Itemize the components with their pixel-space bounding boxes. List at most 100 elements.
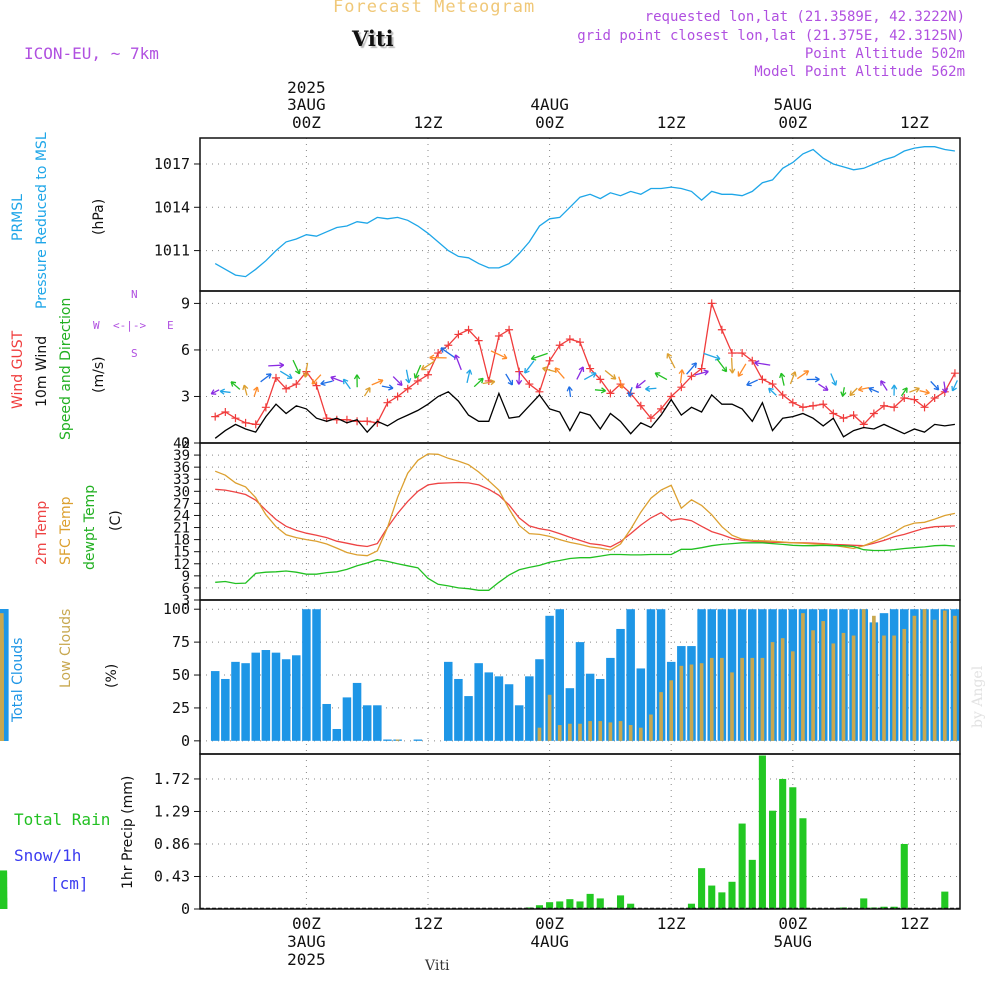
wind-arrow [666, 353, 676, 369]
wind-arrow-head [413, 373, 420, 379]
wind-arrow [230, 381, 241, 390]
low-cloud-bar [0, 685, 4, 741]
footer-station: Viti [425, 958, 450, 974]
low-cloud-bar [669, 680, 674, 741]
wind-arrow [454, 354, 462, 371]
low-cloud-bar [395, 739, 400, 741]
wind-arrow-head [478, 377, 484, 384]
wind-arrow-head [721, 366, 728, 373]
wind-arrow-head [388, 384, 394, 391]
low-cloud-bar [618, 721, 623, 741]
gust-marker [900, 394, 909, 403]
gust-marker [890, 403, 899, 412]
wind-arrow-head [242, 384, 249, 391]
low-cloud-bar [720, 657, 724, 741]
wind-arrow [243, 384, 248, 396]
compass-n: N [131, 288, 138, 301]
wind-arrow [414, 364, 422, 379]
ytick-label: 1011 [154, 242, 190, 260]
total-cloud-bar [362, 705, 372, 741]
wind-arrow [279, 370, 293, 379]
wind-arrow [490, 350, 508, 359]
top-axis-hour: 12Z [900, 113, 929, 132]
low-cloud-bar [861, 609, 866, 741]
gust-marker [525, 380, 534, 389]
gust-marker [687, 372, 696, 381]
wind-arrow-head [645, 385, 651, 392]
wind-arrow-head [507, 379, 514, 386]
gust-marker [363, 417, 372, 426]
bottom-axis-year: 2025 [287, 950, 326, 969]
wind-arrow-head [501, 353, 508, 360]
total-cloud-bar [231, 661, 240, 741]
bottom-axis-hour: 00Z [535, 914, 564, 933]
total-cloud-bar [606, 657, 615, 741]
ytick-label: 25 [172, 699, 190, 717]
total-cloud-bar [575, 642, 585, 741]
rain-bar [525, 907, 533, 909]
rain-bar [535, 905, 544, 909]
low-cloud-bar [892, 635, 896, 741]
wind-arrow [789, 371, 796, 385]
wind-arrow-head [618, 383, 625, 389]
ytick-label: 0 [181, 434, 190, 452]
rain-bar [890, 906, 898, 909]
gust-marker [464, 325, 473, 334]
low-cloud-bar [740, 657, 744, 741]
compass-w: W [93, 319, 100, 332]
rain-bar [738, 823, 746, 909]
total-cloud-bar [312, 609, 321, 741]
wind-arrow [604, 369, 617, 380]
gust-marker [586, 364, 595, 373]
wind-arrow [768, 387, 777, 396]
ytick-label: 0 [181, 732, 190, 750]
low-cloud-bar [568, 723, 572, 741]
wind-arrow [473, 377, 484, 388]
wind-arrow-head [429, 354, 435, 361]
wind-arrow-head [951, 385, 957, 392]
low-cloud-bar [821, 621, 826, 741]
total-cloud-bar [585, 673, 595, 741]
wind-arrow-head [914, 386, 920, 393]
low-cloud-bar [709, 657, 714, 741]
wind-arrow-head [405, 377, 412, 384]
total-cloud-bar [636, 668, 646, 741]
gust-marker [839, 414, 848, 423]
wind-arrow-head [754, 360, 760, 367]
gust-marker [606, 389, 615, 398]
rain-bar [779, 778, 787, 909]
wind-arrow-head [666, 352, 673, 359]
low-cloud-bar [872, 615, 876, 741]
rain-bar [718, 892, 726, 909]
gust-marker [251, 420, 260, 429]
wind-arrow-head [822, 385, 829, 391]
wind-arrow-head [803, 370, 810, 376]
top-axis-hour: 00Z [778, 113, 807, 132]
wind-arrow [554, 367, 565, 379]
rain-bar [799, 818, 807, 909]
low-cloud-bar [922, 609, 927, 741]
gust-marker [930, 394, 939, 403]
ytick-label: 75 [172, 633, 190, 651]
top-axis-hour: 12Z [414, 113, 443, 132]
total-cloud-bar [504, 684, 514, 741]
low-cloud-bar [770, 642, 775, 741]
wind-arrow [796, 370, 809, 380]
rain-bar [941, 891, 949, 909]
gust-marker [383, 398, 392, 407]
wind-arrow [730, 357, 734, 374]
gust-marker [292, 380, 301, 389]
ytick-label: 0.86 [154, 835, 190, 853]
ytick-label: 42 [173, 436, 190, 452]
gust-marker [646, 414, 655, 423]
wind-arrow [253, 386, 258, 397]
total-cloud-bar [281, 659, 291, 741]
wind-arrow-head [342, 378, 349, 385]
total-cloud-bar [0, 609, 9, 741]
gust-marker [768, 380, 777, 389]
rain-bar [616, 895, 625, 909]
wind-arrow-head [600, 387, 606, 394]
wind-arrow [392, 376, 403, 386]
total-cloud-bar [332, 728, 342, 741]
